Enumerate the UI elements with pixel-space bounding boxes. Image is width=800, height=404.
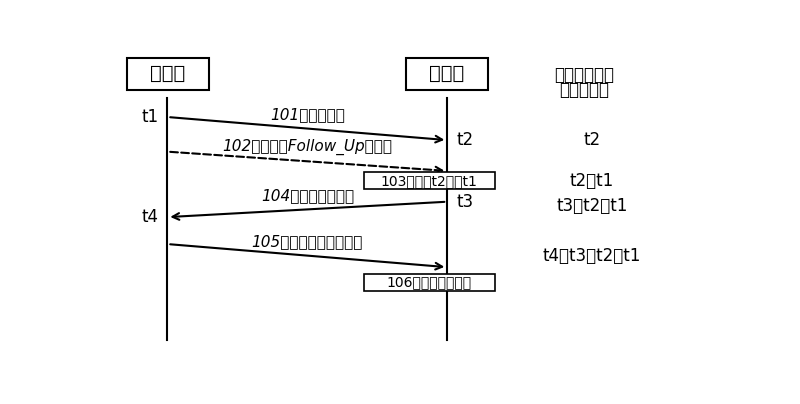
Text: 106，修正同步时间: 106，修正同步时间 <box>387 276 472 290</box>
Text: 102，跟随（Follow_Up）报文: 102，跟随（Follow_Up）报文 <box>222 139 392 155</box>
Text: 取的时间戳: 取的时间戳 <box>559 81 610 99</box>
Bar <box>127 58 209 90</box>
Text: 104，延迟请求报文: 104，延迟请求报文 <box>261 188 354 203</box>
Bar <box>363 274 495 291</box>
Text: 从时钟可以获: 从时钟可以获 <box>554 66 614 84</box>
Text: t4，t3，t2，t1: t4，t3，t2，t1 <box>543 246 642 265</box>
Text: 103，获取t2以収t1: 103，获取t2以収t1 <box>381 174 478 188</box>
Text: t3: t3 <box>457 193 474 211</box>
Bar <box>363 173 495 189</box>
Text: t2: t2 <box>457 131 474 149</box>
Text: 105，延迟请求响应报文: 105，延迟请求响应报文 <box>252 234 363 249</box>
Text: t3，t2，t1: t3，t2，t1 <box>557 197 628 215</box>
Bar <box>406 58 487 90</box>
Text: t1: t1 <box>141 108 158 126</box>
Text: 101，同步报文: 101，同步报文 <box>270 107 345 122</box>
Text: t4: t4 <box>141 208 158 226</box>
Text: 主时钟: 主时钟 <box>150 64 186 83</box>
Text: t2: t2 <box>583 131 601 149</box>
Text: 从时钟: 从时钟 <box>429 64 465 83</box>
Text: t2，t1: t2，t1 <box>570 172 614 190</box>
